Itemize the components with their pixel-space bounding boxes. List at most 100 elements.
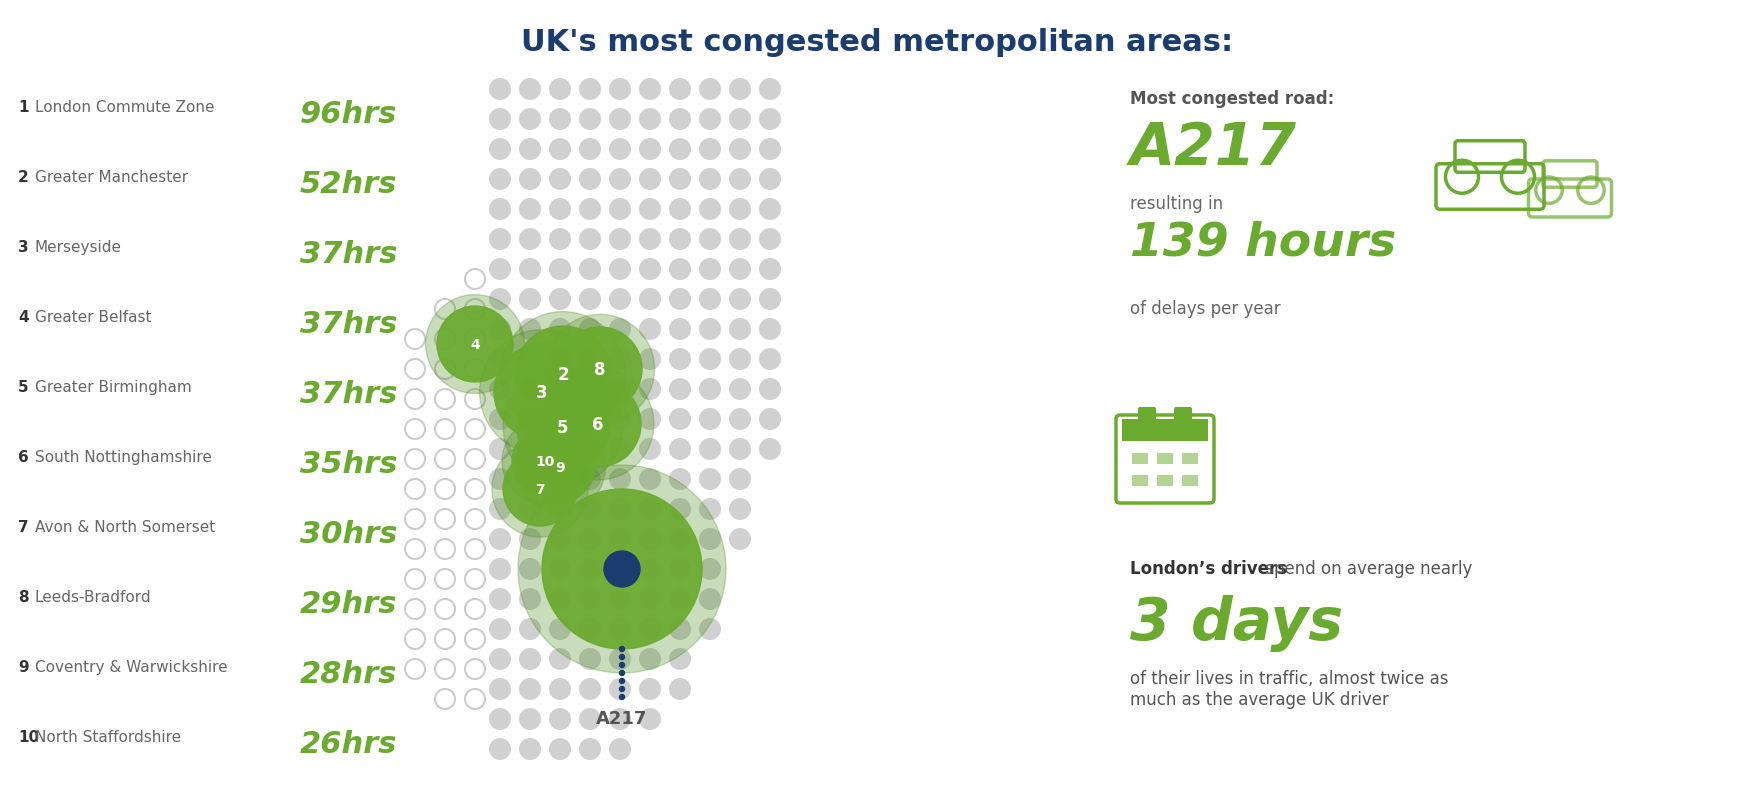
Bar [1182, 453, 1198, 465]
Circle shape [609, 349, 631, 371]
Circle shape [489, 349, 510, 371]
Circle shape [549, 618, 572, 640]
Circle shape [668, 648, 691, 670]
Circle shape [638, 469, 661, 491]
Circle shape [609, 379, 631, 401]
Circle shape [579, 618, 602, 640]
Text: 9: 9 [18, 659, 28, 674]
Circle shape [609, 648, 631, 670]
Text: 7: 7 [535, 483, 545, 496]
Circle shape [759, 139, 781, 161]
Circle shape [668, 409, 691, 431]
Circle shape [435, 329, 454, 350]
Circle shape [609, 738, 631, 760]
Circle shape [519, 109, 540, 131]
Circle shape [759, 79, 781, 101]
Circle shape [489, 409, 510, 431]
Circle shape [700, 588, 721, 610]
Circle shape [549, 199, 572, 221]
Circle shape [519, 558, 540, 581]
Circle shape [435, 359, 454, 380]
Circle shape [668, 528, 691, 551]
Circle shape [554, 381, 640, 467]
Text: 30hrs: 30hrs [300, 519, 398, 548]
Circle shape [668, 618, 691, 640]
Text: 37hrs: 37hrs [300, 310, 398, 338]
Circle shape [465, 389, 486, 410]
Circle shape [489, 139, 510, 161]
Circle shape [700, 528, 721, 551]
Circle shape [549, 259, 572, 281]
Circle shape [730, 289, 751, 311]
Circle shape [549, 379, 572, 401]
Circle shape [668, 139, 691, 161]
Text: 4: 4 [470, 337, 481, 351]
Text: 96hrs: 96hrs [300, 100, 398, 129]
Circle shape [638, 648, 661, 670]
Bar [1123, 419, 1209, 441]
Circle shape [700, 289, 721, 311]
Circle shape [519, 229, 540, 251]
Circle shape [668, 199, 691, 221]
Circle shape [519, 678, 540, 700]
Circle shape [435, 569, 454, 590]
Circle shape [759, 289, 781, 311]
Circle shape [489, 229, 510, 251]
Circle shape [668, 169, 691, 191]
Circle shape [668, 439, 691, 461]
Circle shape [489, 469, 510, 491]
Circle shape [489, 109, 510, 131]
Circle shape [435, 479, 454, 500]
Circle shape [730, 259, 751, 281]
Circle shape [759, 349, 781, 371]
Circle shape [700, 319, 721, 341]
Circle shape [609, 499, 631, 521]
Circle shape [609, 169, 631, 191]
Circle shape [700, 618, 721, 640]
Circle shape [519, 469, 540, 491]
Circle shape [489, 588, 510, 610]
Circle shape [426, 295, 524, 394]
Text: 5: 5 [558, 418, 568, 436]
Circle shape [638, 349, 661, 371]
Text: 3 days: 3 days [1130, 594, 1344, 651]
Circle shape [519, 439, 540, 461]
Circle shape [619, 695, 624, 700]
FancyBboxPatch shape [1173, 407, 1193, 433]
Bar [1158, 453, 1173, 465]
Circle shape [759, 259, 781, 281]
Text: 37hrs: 37hrs [300, 380, 398, 409]
Circle shape [609, 289, 631, 311]
Circle shape [549, 738, 572, 760]
Circle shape [668, 379, 691, 401]
Circle shape [759, 439, 781, 461]
Bar [1158, 475, 1173, 487]
Circle shape [609, 618, 631, 640]
Circle shape [435, 659, 454, 679]
Circle shape [549, 708, 572, 730]
Circle shape [730, 199, 751, 221]
Text: 2: 2 [18, 169, 28, 185]
Text: Most congested road:: Most congested road: [1130, 90, 1335, 108]
Text: 26hrs: 26hrs [300, 729, 398, 758]
Circle shape [730, 229, 751, 251]
Circle shape [579, 409, 602, 431]
Circle shape [465, 479, 486, 500]
Circle shape [549, 349, 572, 371]
Circle shape [465, 569, 486, 590]
Circle shape [700, 139, 721, 161]
Circle shape [405, 389, 424, 410]
Circle shape [619, 679, 624, 684]
Circle shape [519, 648, 540, 670]
Circle shape [489, 379, 510, 401]
Circle shape [542, 489, 702, 649]
Circle shape [609, 588, 631, 610]
Circle shape [549, 289, 572, 311]
Circle shape [668, 109, 691, 131]
Circle shape [524, 432, 595, 502]
Circle shape [579, 259, 602, 281]
Circle shape [405, 569, 424, 590]
Circle shape [638, 618, 661, 640]
Circle shape [519, 199, 540, 221]
Text: 1: 1 [18, 100, 28, 115]
